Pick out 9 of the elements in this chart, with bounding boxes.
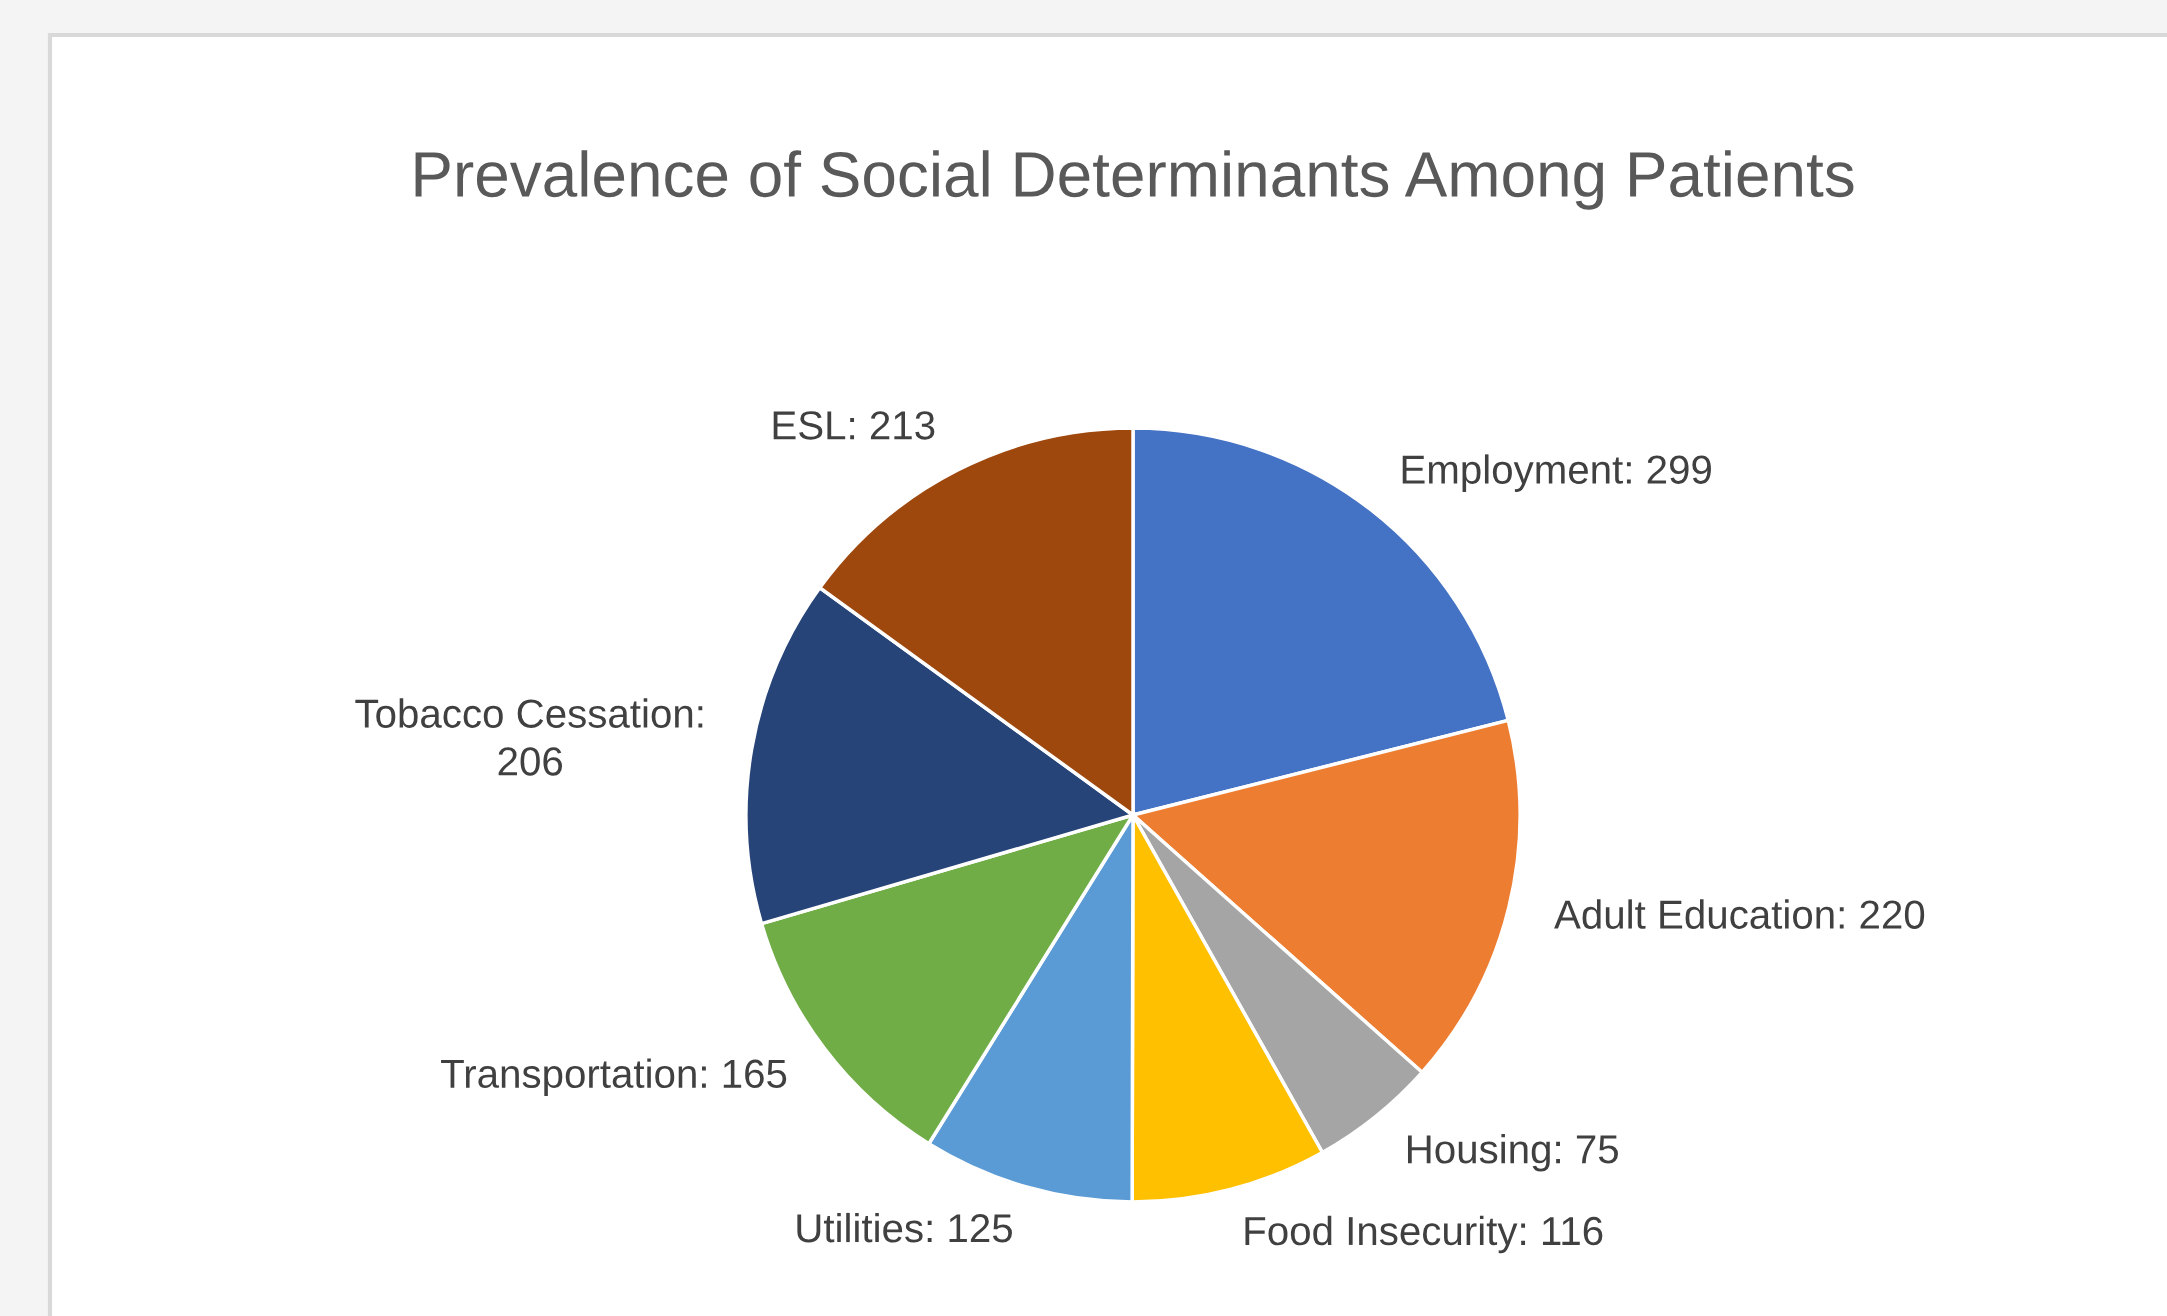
slice-label: Adult Education: 220 <box>1554 899 1925 929</box>
slice-label: Utilities: 125 <box>797 1212 1012 1243</box>
slice-label: Employment: 299 <box>1402 454 1711 492</box>
slice-label: Transportation: 165 <box>441 1058 787 1097</box>
slice-label: Food Insecurity: 116 <box>1245 1215 1603 1254</box>
chart-title: Prevalence of Social Determinants Among Patients <box>415 150 1854 210</box>
slice-label: Housing: 75 <box>1407 1133 1618 1172</box>
slice-label: ESL: 213 <box>773 411 935 440</box>
slice-label: Tobacco Cessation: 206 <box>355 698 703 776</box>
